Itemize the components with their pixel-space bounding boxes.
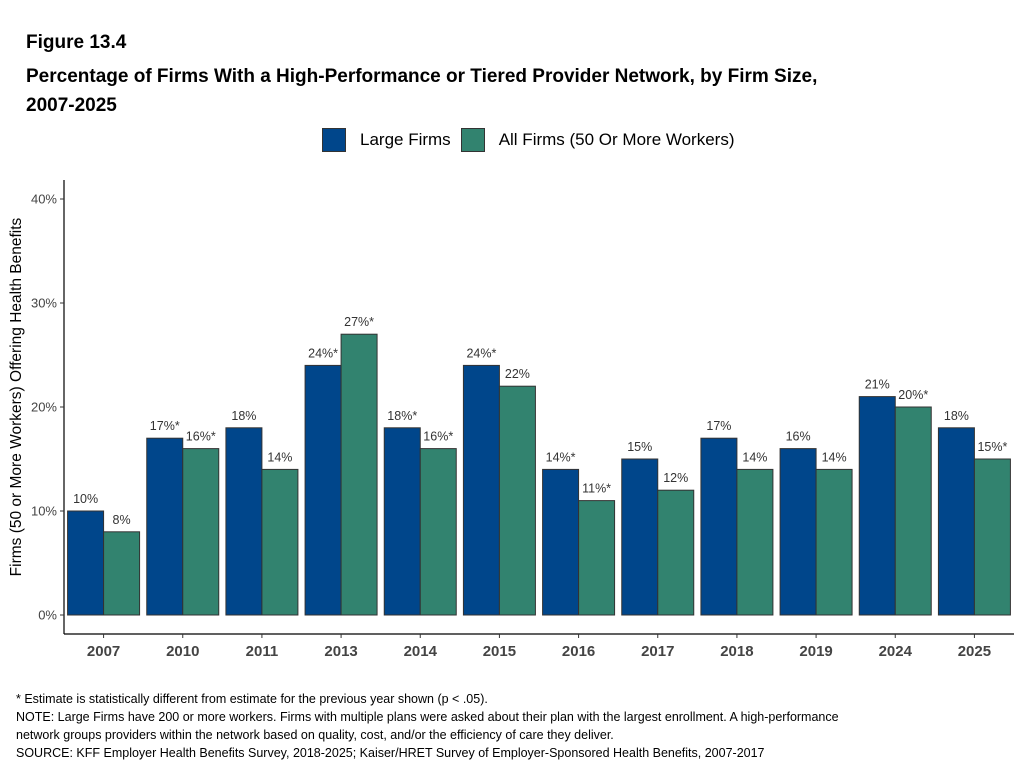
data-label: 17% xyxy=(706,419,731,433)
data-label: 14% xyxy=(267,450,292,464)
footnote-significance: * Estimate is statistically different fr… xyxy=(16,692,488,706)
footnotes: * Estimate is statistically different fr… xyxy=(16,690,1006,762)
x-tick-label: 2017 xyxy=(641,643,674,660)
y-tick-label: 20% xyxy=(31,400,57,415)
chart-title: Percentage of Firms With a High-Performa… xyxy=(26,62,986,120)
x-tick-label: 2007 xyxy=(87,643,120,660)
y-tick-label: 0% xyxy=(38,608,57,623)
bar-chart: 0% 10% 20% 30% 40% Firms (50 or More Workers)… xyxy=(8,180,1014,660)
bar-all-firms xyxy=(419,448,457,616)
bar-large-firms xyxy=(462,364,500,616)
legend-label-large-firms: Large Firms xyxy=(360,130,451,149)
x-tick-label: 2015 xyxy=(483,643,516,660)
bar-all-firms xyxy=(578,500,616,616)
bar-large-firms xyxy=(779,448,817,616)
chart-title-line-2: 2007-2025 xyxy=(26,95,117,116)
data-label: 17%* xyxy=(150,419,180,433)
x-tick-label: 2013 xyxy=(324,643,357,660)
bar-all-firms xyxy=(261,468,299,616)
bar-all-firms xyxy=(894,406,932,616)
footnote-source: SOURCE: KFF Employer Health Benefits Sur… xyxy=(16,746,765,760)
y-tick-label: 10% xyxy=(31,504,57,519)
footnote-note-line-1: NOTE: Large Firms have 200 or more worke… xyxy=(16,710,839,724)
y-tick-label: 30% xyxy=(31,296,57,311)
x-tick-label: 2025 xyxy=(958,643,991,660)
chart-legend: Large Firms All Firms (50 Or More Worker… xyxy=(322,126,745,154)
data-label: 15% xyxy=(627,440,652,454)
data-label: 18% xyxy=(944,409,969,423)
data-label: 14%* xyxy=(546,450,576,464)
bar-large-firms xyxy=(67,510,105,616)
data-label: 16%* xyxy=(186,430,216,444)
figure-label: Figure 13.4 xyxy=(26,32,127,53)
bar-large-firms xyxy=(304,364,342,616)
data-label: 22% xyxy=(505,367,530,381)
bar-all-firms xyxy=(340,333,378,616)
bar-large-firms xyxy=(621,458,659,616)
x-tick-label: 2024 xyxy=(879,643,913,660)
data-label: 14% xyxy=(822,450,847,464)
bar-large-firms xyxy=(700,437,738,616)
bar-all-firms xyxy=(973,458,1011,616)
legend-swatch-all-firms xyxy=(460,128,485,152)
bar-large-firms xyxy=(937,427,975,616)
bar-all-firms xyxy=(103,531,141,616)
data-label: 10% xyxy=(73,492,98,506)
data-label: 16% xyxy=(786,430,811,444)
bar-all-firms xyxy=(657,489,695,616)
bar-large-firms xyxy=(383,427,421,616)
bar-all-firms xyxy=(182,448,220,616)
chart-title-line-1: Percentage of Firms With a High-Performa… xyxy=(26,66,818,87)
bar-large-firms xyxy=(542,468,580,616)
x-tick-label: 2016 xyxy=(562,643,595,660)
y-axis-title: Firms (50 or More Workers) Offering Heal… xyxy=(8,217,25,576)
bar-all-firms xyxy=(498,385,536,616)
data-label: 8% xyxy=(113,513,131,527)
x-tick-label: 2011 xyxy=(246,643,279,660)
data-label: 24%* xyxy=(466,346,496,360)
data-label: 15%* xyxy=(977,440,1007,454)
x-tick-label: 2010 xyxy=(166,643,199,660)
footnote-note-line-2: network groups providers within the netw… xyxy=(16,728,614,742)
x-tick-label: 2014 xyxy=(404,643,438,660)
x-tick-label: 2019 xyxy=(799,643,832,660)
legend-item-large-firms: Large Firms xyxy=(322,128,451,152)
data-label: 27%* xyxy=(344,315,374,329)
y-tick-label: 40% xyxy=(31,192,57,207)
bar-all-firms xyxy=(815,468,853,616)
legend-item-all-firms: All Firms (50 Or More Workers) xyxy=(460,128,735,152)
bar-large-firms xyxy=(146,437,184,616)
bar-all-firms xyxy=(736,468,774,616)
data-label: 11%* xyxy=(582,482,611,496)
data-label: 14% xyxy=(742,450,767,464)
data-label: 12% xyxy=(663,471,688,485)
data-label: 20%* xyxy=(898,388,928,402)
data-label: 16%* xyxy=(423,430,453,444)
bar-large-firms xyxy=(858,396,896,616)
legend-label-all-firms: All Firms (50 Or More Workers) xyxy=(498,130,735,149)
data-label: 21% xyxy=(865,378,890,392)
data-label: 18%* xyxy=(387,409,417,423)
data-label: 24%* xyxy=(308,346,338,360)
data-label: 18% xyxy=(231,409,256,423)
x-tick-label: 2018 xyxy=(720,643,753,660)
legend-swatch-large-firms xyxy=(322,128,346,152)
bar-large-firms xyxy=(225,427,263,616)
